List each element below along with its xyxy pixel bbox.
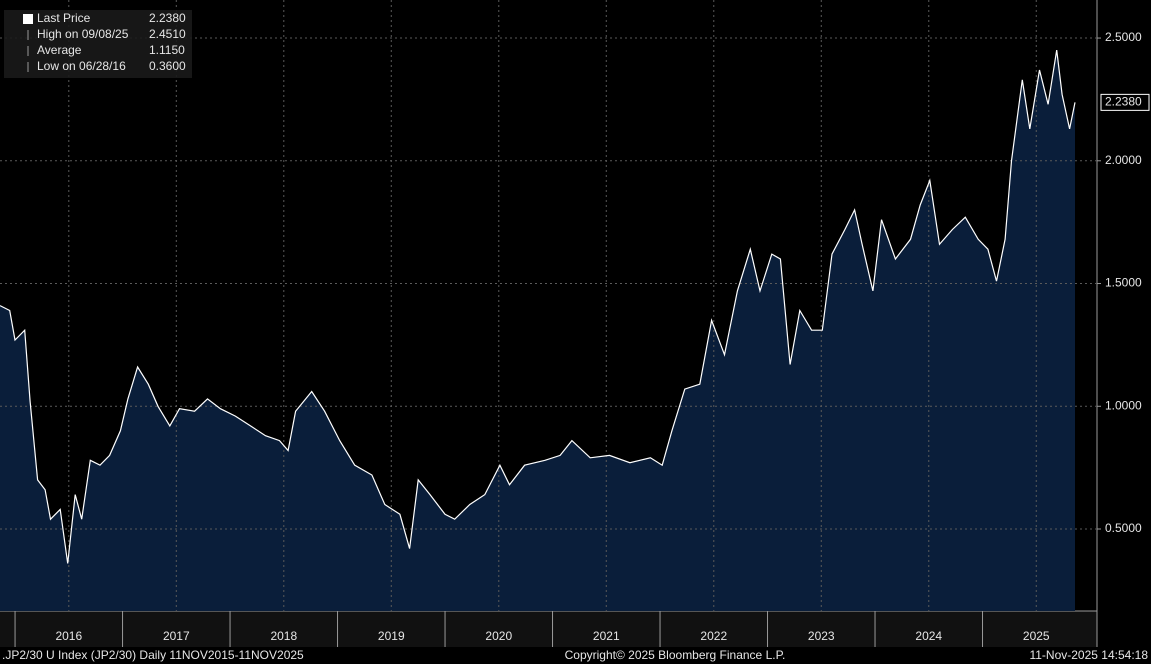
legend-value: 1.1150 xyxy=(149,43,185,57)
x-tick-label: 2016 xyxy=(55,629,82,643)
x-tick-label: 2017 xyxy=(163,629,190,643)
x-tick-label: 2023 xyxy=(808,629,835,643)
grid xyxy=(0,0,1097,611)
x-tick-label: 2020 xyxy=(485,629,512,643)
legend-label: High on 09/08/25 xyxy=(37,27,129,41)
line xyxy=(0,50,1076,564)
last-price-box xyxy=(1100,93,1150,111)
x-tick-label: 2021 xyxy=(593,629,620,643)
legend-background xyxy=(4,10,192,78)
x-tick-label: 2018 xyxy=(270,629,297,643)
last-price-label: 2.2380 xyxy=(1105,95,1142,109)
y-tick-label: 2.5000 xyxy=(1105,30,1142,44)
x-tick-label: 2025 xyxy=(1023,629,1050,643)
legend-label: Low on 06/28/16 xyxy=(37,59,126,73)
legend-value: 2.4510 xyxy=(149,27,186,41)
x-axis-band xyxy=(0,611,1097,647)
legend-value: 2.2380 xyxy=(149,11,186,25)
x-tick-label: 2024 xyxy=(915,629,942,643)
y-tick-label: 1.0000 xyxy=(1105,398,1142,412)
x-tick-label: 2019 xyxy=(378,629,405,643)
area xyxy=(0,50,1075,612)
footer-left: .JP2/30 U Index (JP2/30) Daily 11NOV2015… xyxy=(2,648,304,662)
legend-swatch xyxy=(23,14,33,24)
x-tick-label: 2022 xyxy=(700,629,727,643)
footer-right: 11-Nov-2025 14:54:18 xyxy=(1029,648,1148,662)
legend-label: Average xyxy=(37,43,82,57)
legend: Last Price 2.2380 High on 09/08/25 2.4510 Av… xyxy=(4,10,192,78)
legend-value: 0.3600 xyxy=(149,59,186,73)
y-tick-label: 0.5000 xyxy=(1105,521,1142,535)
legend-label: Last Price xyxy=(37,11,91,25)
y-tick-label: 2.0000 xyxy=(1105,153,1142,167)
footer-center: Copyright© 2025 Bloomberg Finance L.P. xyxy=(565,648,786,662)
y-tick-label: 1.5000 xyxy=(1105,276,1142,290)
